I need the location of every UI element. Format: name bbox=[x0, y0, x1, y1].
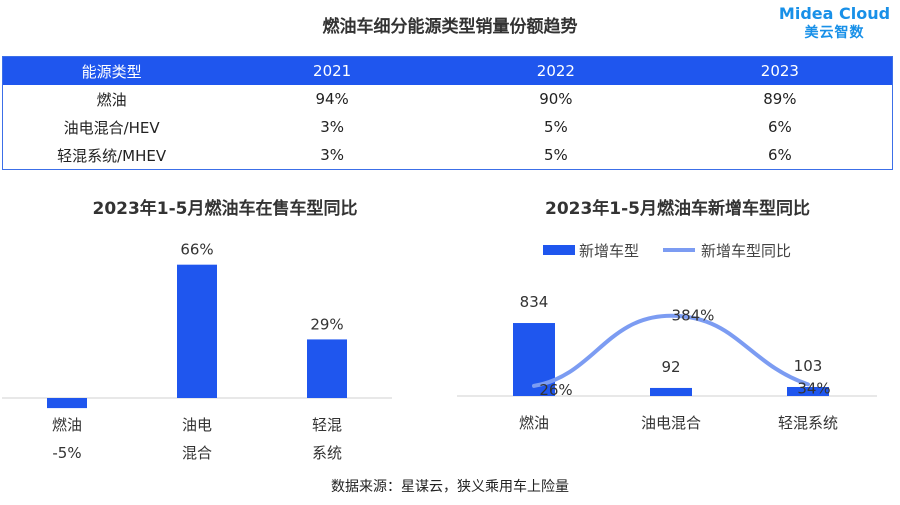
on-sale-models-chart: 燃油 -5% 66% 油电混合 29% 轻混系统 bbox=[2, 241, 392, 462]
category-label: 油电混合 bbox=[641, 414, 701, 432]
table-cell: 3% bbox=[320, 118, 345, 136]
table-header-cell: 2022 bbox=[444, 56, 668, 85]
data-label: 92 bbox=[661, 358, 680, 376]
category-label: 系统 bbox=[312, 444, 342, 462]
table-row: 轻混系统/MHEV 3% 5% 6% bbox=[3, 141, 893, 170]
bar bbox=[650, 387, 692, 396]
table-row: 燃油 94% 90% 89% bbox=[3, 85, 893, 113]
bar bbox=[307, 339, 347, 398]
bar bbox=[47, 398, 87, 409]
table-header-cell: 2021 bbox=[220, 56, 445, 85]
category-label: 燃油 bbox=[52, 416, 82, 434]
bar bbox=[177, 264, 217, 398]
legend-label: 新增车型同比 bbox=[701, 242, 791, 260]
category-label: 燃油 bbox=[519, 414, 549, 432]
table-cell: 油电混合/HEV bbox=[63, 118, 160, 137]
series-line bbox=[532, 313, 810, 388]
line-data-label: 26% bbox=[539, 381, 572, 399]
table-header-row: 能源类型 2021 2022 2023 bbox=[2, 56, 893, 85]
energy-share-table: 能源类型 2021 2022 2023 燃油 94% 90% 89% 油电混合/… bbox=[2, 56, 893, 170]
left-chart-title: 2023年1-5月燃油车在售车型同比 bbox=[92, 199, 358, 219]
legend-bar-swatch bbox=[543, 245, 575, 255]
data-label: 29% bbox=[310, 315, 343, 333]
logo-line-2: 美云智数 bbox=[804, 25, 865, 41]
table-cell: 5% bbox=[543, 118, 568, 136]
data-label: 103 bbox=[794, 357, 823, 375]
category-label: 混合 bbox=[182, 444, 212, 462]
table-cell: 燃油 bbox=[96, 90, 127, 109]
category-label: 油电 bbox=[182, 416, 212, 434]
category-label: -5% bbox=[52, 444, 81, 462]
new-models-chart: 新增车型 新增车型同比 834 燃油 92 油电混合 103 轻混系统 26% 384% 34% bbox=[457, 242, 877, 432]
table-row: 油电混合/HEV 3% 5% 6% bbox=[3, 113, 893, 141]
table-cell: 90% bbox=[539, 90, 573, 108]
data-label: 834 bbox=[520, 293, 549, 311]
table-cell: 6% bbox=[767, 118, 792, 136]
right-chart-title: 2023年1-5月燃油车新增车型同比 bbox=[544, 199, 811, 219]
line-data-label: 34% bbox=[797, 379, 830, 397]
table-cell: 6% bbox=[767, 146, 792, 164]
table-cell: 轻混系统/MHEV bbox=[57, 146, 167, 165]
page-title: 燃油车细分能源类型销量份额趋势 bbox=[322, 17, 578, 37]
table-cell: 89% bbox=[763, 90, 797, 108]
table-cell: 94% bbox=[315, 90, 349, 108]
category-label: 轻混系统 bbox=[778, 414, 838, 432]
table-cell: 5% bbox=[543, 146, 568, 164]
logo-line-1: Midea Cloud bbox=[778, 4, 891, 23]
table-header-cell: 能源类型 bbox=[2, 56, 221, 85]
table-cell: 3% bbox=[320, 146, 345, 164]
source-note: 数据来源：星谋云，狭义乘用车上险量 bbox=[331, 479, 569, 495]
bar bbox=[787, 386, 829, 396]
category-label: 轻混 bbox=[312, 416, 342, 434]
line-data-label: 384% bbox=[672, 307, 715, 325]
data-label: 66% bbox=[180, 241, 213, 259]
table-header-cell: 2023 bbox=[667, 56, 893, 85]
legend-label: 新增车型 bbox=[579, 242, 639, 260]
brand-logo: Midea Cloud 美云智数 bbox=[777, 4, 892, 42]
